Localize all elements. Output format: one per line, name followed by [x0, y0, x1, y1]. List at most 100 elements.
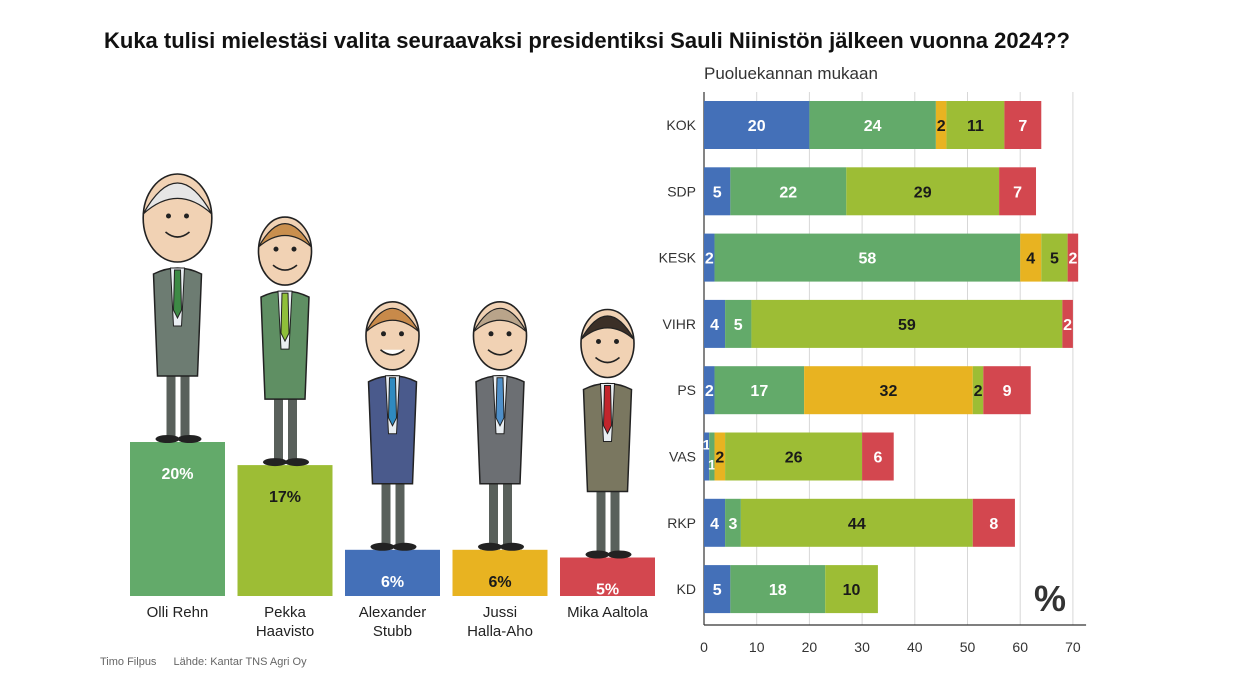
- segment-value-label: 5: [713, 582, 722, 599]
- segment-value-label: 22: [779, 184, 797, 201]
- illustration-eye: [614, 339, 619, 344]
- stacked-bar-segment: [804, 366, 973, 415]
- stacked-bar-segment: [730, 565, 826, 614]
- illustration-leg: [489, 477, 498, 548]
- segment-value-label: 11: [967, 118, 984, 135]
- stacked-bar-segment: [972, 498, 1015, 547]
- segment-value-label: 26: [785, 450, 803, 467]
- party-label: KESK: [659, 250, 697, 266]
- stacked-bar-segment: [1067, 233, 1079, 282]
- segment-value-label: 20: [748, 118, 766, 135]
- illustration-eye: [381, 331, 386, 337]
- candidate-illustration: [472, 300, 528, 551]
- illustration-tie: [387, 377, 398, 427]
- candidate-name-label: Mika Aaltola: [567, 604, 649, 621]
- x-tick-label: 50: [960, 639, 976, 655]
- x-tick-label: 70: [1065, 639, 1081, 655]
- illustration-tie: [495, 377, 505, 427]
- candidate-bar-value-label: 20%: [161, 466, 193, 483]
- segment-value-label: 1: [703, 437, 711, 453]
- illustration-hair: [365, 307, 420, 333]
- stacked-bar-segment: [1020, 233, 1042, 282]
- segment-value-label: 44: [848, 516, 866, 533]
- stacked-bar-segment: [862, 432, 894, 481]
- candidate-bar-chart: 20% Olli Rehn 17% Pekka Haavisto 6% Alexander S…: [130, 173, 655, 640]
- segment-value-label: 10: [843, 582, 861, 599]
- illustration-leg: [395, 477, 405, 548]
- illustration-leg: [274, 393, 283, 464]
- illustration-eye: [399, 331, 404, 337]
- stacked-bar-segment: [714, 366, 805, 415]
- segment-value-label: 4: [710, 516, 719, 533]
- stacked-bar-segment: [740, 498, 973, 547]
- stacked-bar-segment: [1062, 299, 1073, 348]
- illustration-mouth: [594, 356, 621, 364]
- stacked-bar-segment: [704, 432, 710, 481]
- candidate-name-label: Halla-Aho: [467, 623, 533, 640]
- stacked-bar-segment: [935, 101, 947, 149]
- candidate-bar: [237, 465, 333, 596]
- x-tick-label: 10: [749, 639, 765, 655]
- source-credit: Lähde: Kantar TNS Agri Oy: [173, 656, 307, 668]
- illustration-tie: [602, 385, 613, 435]
- credits: Timo Filpus Lähde: Kantar TNS Agri Oy: [100, 656, 321, 668]
- stacked-bar-segment: [1041, 233, 1068, 282]
- illustration-shoe: [392, 542, 417, 551]
- illustration-hair: [142, 182, 213, 215]
- candidate-name-label: Stubb: [373, 623, 412, 640]
- illustration-shoe: [500, 542, 524, 551]
- author-credit: Timo Filpus: [100, 656, 157, 668]
- segment-value-label: 9: [1003, 383, 1012, 400]
- party-label: KOK: [666, 117, 696, 133]
- illustration-leg: [166, 370, 176, 440]
- illustration-leg: [503, 477, 512, 548]
- party-label: VAS: [669, 449, 696, 465]
- segment-value-label: 4: [710, 317, 719, 334]
- illustration-shoe: [585, 550, 610, 559]
- candidate-bar: [452, 549, 548, 596]
- candidate-bar: [560, 557, 655, 596]
- illustration-leg: [596, 485, 606, 556]
- segment-value-label: 2: [974, 383, 983, 400]
- x-tick-label: 30: [854, 639, 870, 655]
- illustration-hair: [472, 307, 528, 333]
- stacked-bar-segment: [1004, 101, 1042, 149]
- illustration-shoe: [177, 435, 202, 443]
- stacked-bar-segment: [714, 432, 726, 481]
- segment-value-label: 6: [873, 450, 882, 467]
- illustration-leg: [180, 370, 190, 440]
- segment-value-label: 5: [1050, 251, 1059, 268]
- illustration-eye: [596, 339, 601, 344]
- illustration-eye: [184, 213, 189, 219]
- chart-title: Kuka tulisi mielestäsi valita seuraavaks…: [104, 28, 1070, 53]
- segment-value-label: 24: [864, 118, 882, 135]
- party-label: PS: [677, 382, 696, 398]
- candidate-name-label: Jussi: [483, 604, 517, 621]
- segment-value-label: 18: [769, 582, 787, 599]
- party-label: KD: [677, 581, 696, 597]
- segment-value-label: 2: [705, 383, 714, 400]
- stacked-bar-segment: [704, 233, 715, 282]
- x-tick-label: 20: [802, 639, 818, 655]
- stacked-bar-segment: [704, 366, 715, 415]
- candidate-name-label: Haavisto: [256, 623, 314, 640]
- segment-value-label: 2: [1068, 251, 1077, 268]
- stacked-bar-segment: [704, 167, 731, 216]
- candidate-illustration: [142, 173, 213, 443]
- x-tick-label: 60: [1012, 639, 1028, 655]
- stacked-bar-segment: [946, 101, 1005, 149]
- party-label: SDP: [667, 183, 696, 199]
- illustration-hair: [580, 315, 635, 340]
- segment-value-label: 2: [937, 118, 946, 135]
- illustration-eye: [166, 213, 171, 219]
- illustration-eye: [506, 331, 512, 337]
- candidate-illustration: [365, 300, 420, 551]
- illustration-leg: [381, 477, 391, 548]
- candidate-bar: [130, 442, 225, 596]
- stacked-bar-segment: [709, 432, 715, 481]
- segment-value-label: 58: [858, 251, 876, 268]
- illustration-shoe: [607, 550, 632, 559]
- candidate-bar-value-label: 17%: [269, 489, 301, 506]
- candidate-bar: [345, 549, 440, 596]
